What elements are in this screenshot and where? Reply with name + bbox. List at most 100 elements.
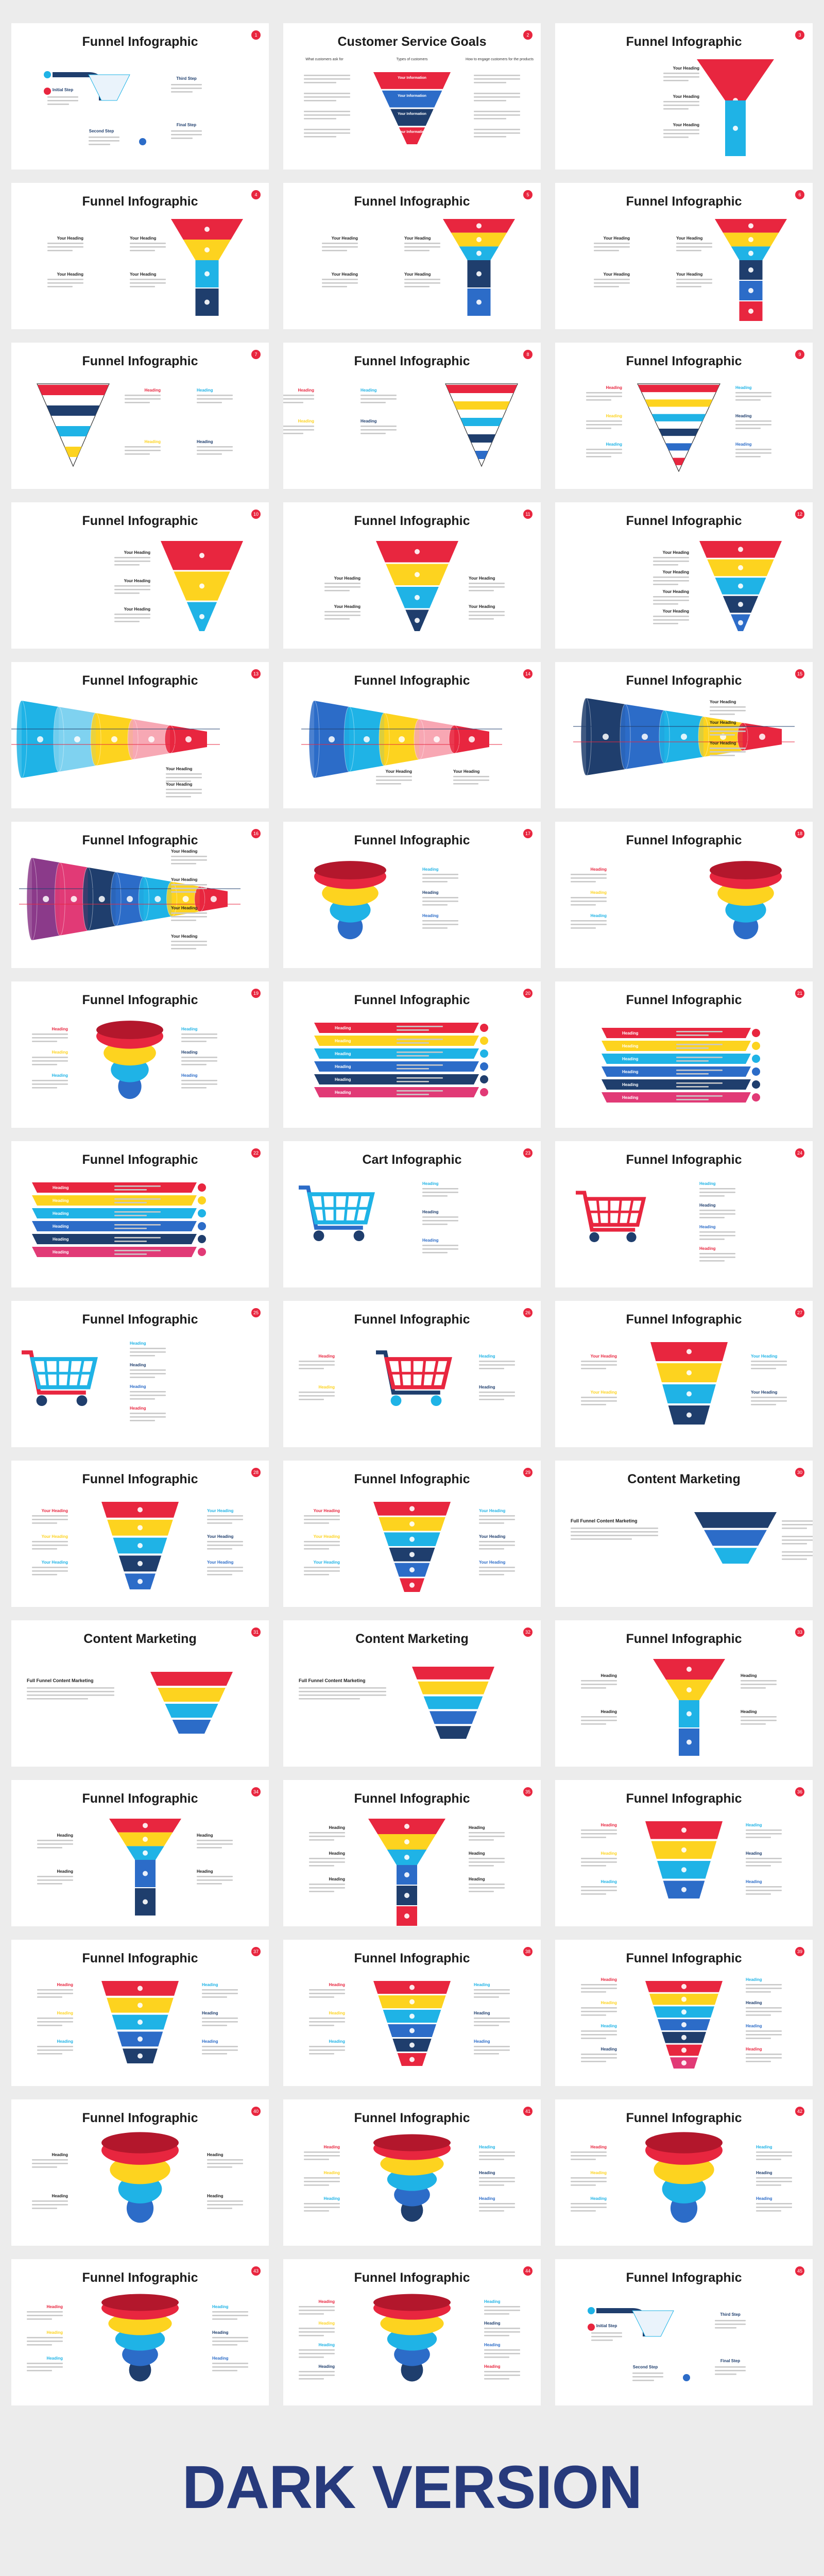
slide-thumbnail[interactable]: Heading Heading Heading Heading Funnel Infog… [11,1780,269,1926]
slide-graphic: Heading Heading Heading Heading [283,383,518,467]
slide-thumbnail[interactable]: Heading Heading Heading Heading Heading Headi… [283,2099,541,2246]
slide-thumbnail[interactable]: Heading Heading Heading Heading Heading Headi… [555,2099,813,2246]
heading-text: Heading [130,1363,146,1367]
slide-thumbnail[interactable]: Heading Heading Heading Heading Heading Headi… [11,2259,269,2405]
slide-thumbnail[interactable]: Your Heading Your Heading Your Heading Your… [283,183,541,329]
body-text-placeholder [304,114,350,116]
body-text-placeholder [89,140,119,142]
body-text-placeholder [32,2163,68,2164]
slide-title: Funnel Infographic [354,993,470,1007]
body-text-placeholder [474,93,520,94]
slide-thumbnail[interactable]: Heading Heading Heading Heading Heading Headi… [11,981,269,1128]
slide-thumbnail[interactable]: Initial Step Second Step Third Step Final S… [555,2259,813,2405]
slide-thumbnail[interactable]: Heading Heading Heading Heading Heading Headi… [283,981,541,1128]
slide-thumbnail[interactable]: Heading Heading Heading Heading Heading Headi… [283,1940,541,2086]
layer-icon [409,1521,415,1527]
slide-thumbnail[interactable]: Your Heading Your Heading Your Heading Your… [283,1461,541,1607]
body-text-placeholder [197,1840,233,1841]
slide-thumbnail[interactable]: Heading Heading Heading Cart Infographic 23 [283,1141,541,1287]
slide-thumbnail[interactable]: Full Funnel Content Marketing Content Mar… [283,1620,541,1767]
slide-thumbnail[interactable]: Heading Heading Heading Heading Funnel Infog… [283,1301,541,1447]
body-text-placeholder [299,2371,335,2372]
slide-thumbnail[interactable]: What customers ask for Types of customers… [283,23,541,170]
goal-funnel-layer [399,127,425,144]
slide-thumbnail[interactable]: Heading Heading Heading Heading Heading Headi… [555,981,813,1128]
slide-thumbnail[interactable]: Heading Heading Heading Heading Funnel Infog… [11,1301,269,1447]
bar-heading: Heading [335,1077,351,1082]
body-text-placeholder [594,282,630,284]
slide-title: Funnel Infographic [354,354,470,368]
cart-basket [306,1192,375,1225]
body-text-placeholder [27,2366,63,2368]
heading-text: Your Heading [479,1534,506,1539]
body-text-placeholder [735,396,771,397]
segment-icon [399,736,405,742]
slide-thumbnail[interactable]: Your Heading Your Heading Funnel Infograph… [11,662,269,808]
slide-thumbnail[interactable]: Your Heading Your Heading Your Heading Funn… [555,23,813,170]
body-text-placeholder [397,1026,443,1027]
funnel-bars-bar [32,1182,197,1193]
slide-thumbnail[interactable]: Your Heading Your Heading Your Heading Your… [555,1301,813,1447]
heading-text: Heading [746,2001,762,2005]
heading-text: Heading [484,2321,501,2326]
body-text-placeholder [404,282,440,284]
body-text-placeholder [37,1996,62,1998]
body-text-placeholder [474,118,506,120]
slide-thumbnail[interactable]: Your Heading Your Heading Your Heading Your… [555,183,813,329]
slide-thumbnail[interactable]: Heading Heading Heading Heading Heading Headi… [283,1780,541,1926]
slide-thumbnail[interactable]: Full Funnel Content Marketing Content Mar… [11,1620,269,1767]
heading-text: Your Heading [130,236,157,241]
slide-thumbnail[interactable]: Your Heading Your Heading Your Heading Your… [11,1461,269,1607]
body-text-placeholder [782,1558,807,1560]
heading-text: Heading [422,1238,439,1243]
slide-thumbnail[interactable]: Heading Heading Heading Heading Funnel Infog… [555,1620,813,1767]
slide-thumbnail[interactable]: Your Heading Your Heading Your Heading Your… [11,822,269,968]
slide-thumbnail[interactable]: Heading Heading Heading Heading Funnel Infog… [11,2099,269,2246]
heading-text: Heading [318,2299,335,2304]
slide-thumbnail[interactable]: Heading Heading Heading Heading Heading Headi… [555,343,813,489]
body-text-placeholder [324,586,360,588]
body-text-placeholder [130,282,166,284]
heading-text: Heading [57,1982,73,1987]
slide-thumbnail[interactable]: Your Heading Your Heading Funnel Infograph… [283,662,541,808]
body-text-placeholder [212,2311,248,2313]
body-text-placeholder [581,1886,617,1888]
bar-end-icon [198,1196,206,1205]
body-text-placeholder [32,2159,68,2161]
body-text-placeholder [304,75,350,76]
slide-thumbnail[interactable]: Your Heading Your Heading Your Heading Your… [11,183,269,329]
slide-number-badge: 13 [251,669,261,679]
slide-thumbnail[interactable]: Heading Heading Heading Heading Heading Headi… [11,1940,269,2086]
slide-thumbnail[interactable]: Heading Heading Heading Heading Heading Headi… [11,1141,269,1287]
slide-thumbnail[interactable]: Heading Heading Heading Heading Funnel Infog… [555,1141,813,1287]
slide-thumbnail[interactable]: Your Heading Your Heading Your Heading Your… [283,502,541,649]
slide-thumbnail[interactable]: Your Heading Your Heading Your Heading Funn… [11,502,269,649]
slide-thumbnail[interactable]: Heading Heading Heading Heading Funnel Infog… [11,343,269,489]
slide-thumbnail[interactable]: Heading Heading Heading Funnel Infographic 1… [555,822,813,968]
dark-version-banner: DARK VERSION [182,2453,643,2521]
heading-text: Heading [600,1709,617,1714]
slide-thumbnail[interactable]: Heading Heading Heading Heading Heading Headi… [283,2259,541,2405]
slide-thumbnail[interactable]: Full Funnel Content Marketing Content Mar… [555,1461,813,1607]
slide-thumbnail[interactable]: Initial Step Second Step Third Step Final S… [11,23,269,170]
slide-thumbnail[interactable]: Your Heading Your Heading Your Heading Your… [555,502,813,649]
content-funnel-layer [172,1720,211,1734]
body-text-placeholder [484,2378,509,2380]
body-text-placeholder [469,1836,505,1837]
body-text-placeholder [571,2177,607,2179]
slide-thumbnail[interactable]: Your Heading Your Heading Your Heading Funn… [555,662,813,808]
heading-text: Your Heading [710,700,736,704]
body-text-placeholder [309,1832,345,1834]
slide-thumbnail[interactable]: Heading Heading Heading Heading Funnel Infog… [283,343,541,489]
slide-graphic: Heading Heading Heading Heading Heading Headi… [314,1023,488,1097]
body-text-placeholder [479,1567,515,1568]
slide-thumbnail[interactable]: Heading Heading Heading Heading Heading Headi… [555,1940,813,2086]
body-text-placeholder [581,2054,617,2055]
body-text-placeholder [653,596,689,598]
slide-thumbnail[interactable]: Heading Heading Heading Heading Heading Headi… [555,1780,813,1926]
body-text-placeholder [741,1716,777,1718]
slide-thumbnail[interactable]: Heading Heading Heading Funnel Infographic 1… [283,822,541,968]
body-text-placeholder [469,618,494,620]
body-text-placeholder [397,1052,443,1053]
body-text-placeholder [586,392,622,394]
